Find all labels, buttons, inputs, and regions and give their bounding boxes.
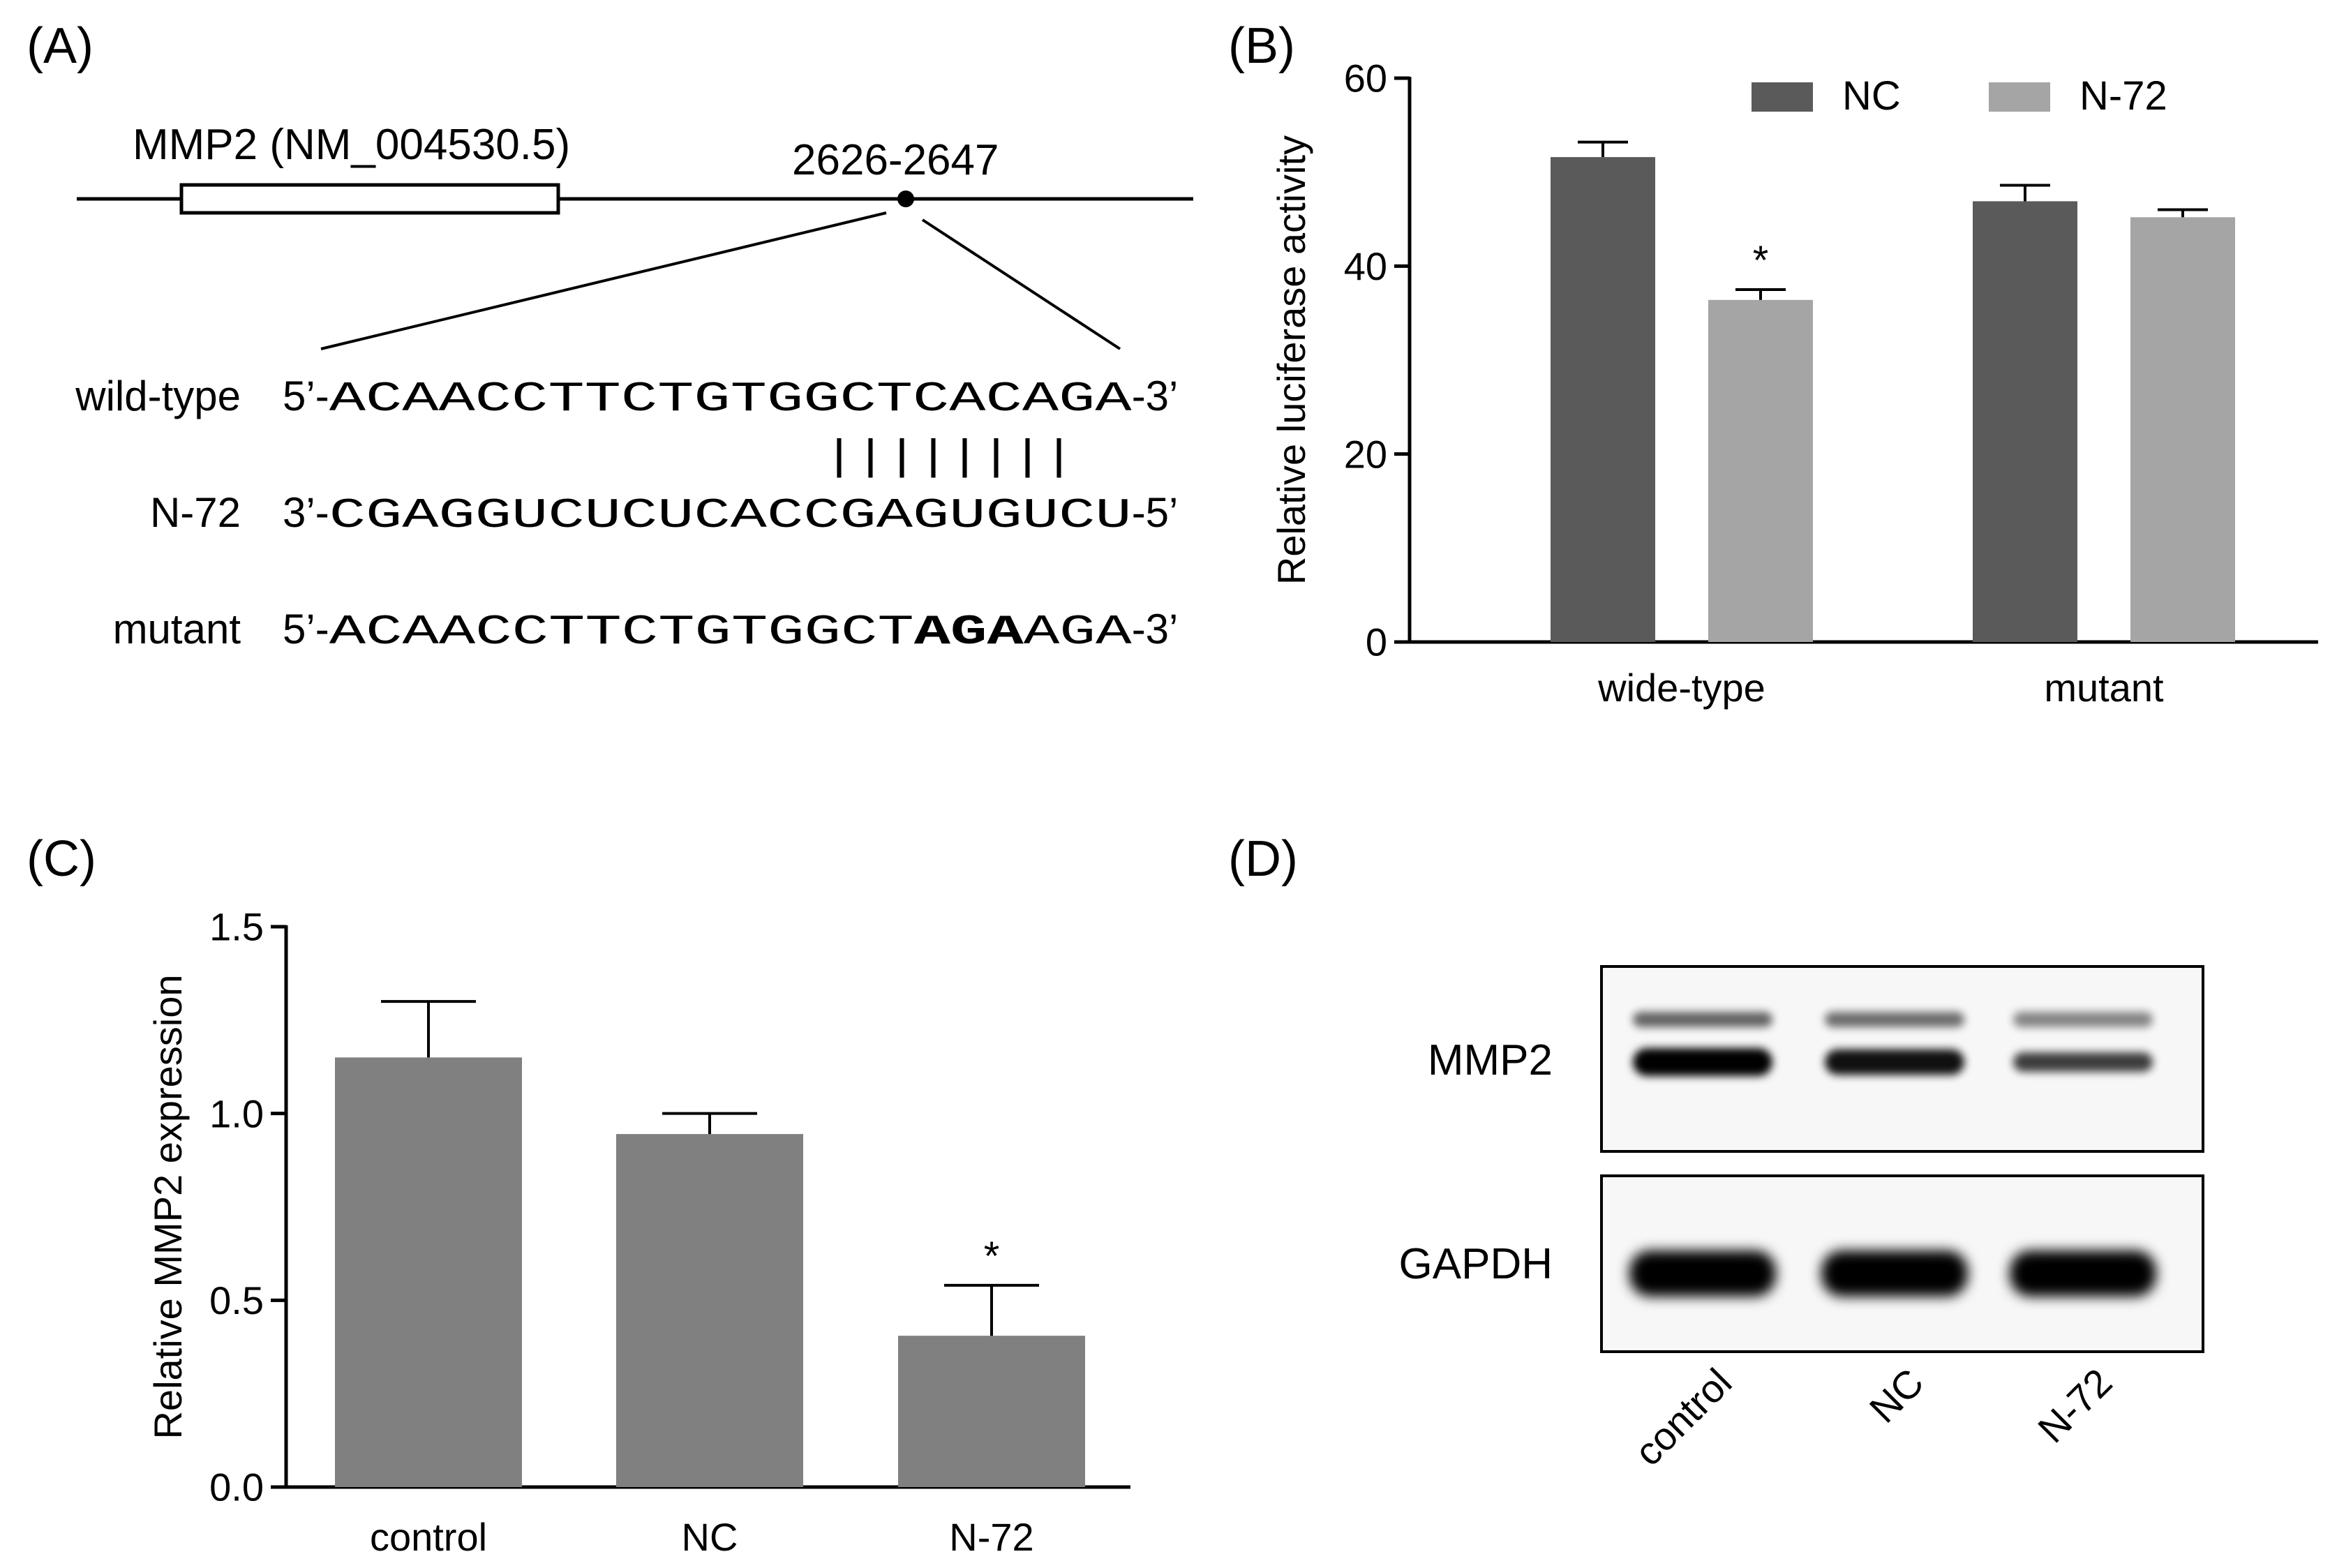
- panel-d-blot: MMP2 GAPDH control NC N-72: [1399, 965, 2204, 1474]
- panel-label-b: (B): [1228, 18, 1295, 74]
- y-tick-label: 0.5: [209, 1278, 264, 1322]
- panel-label-c: (C): [27, 831, 96, 887]
- bar-n-72: [898, 1336, 1085, 1487]
- bar-nc-mutant: [1973, 201, 2077, 642]
- y-tick-label: 20: [1344, 432, 1387, 476]
- bar-nc: [616, 1134, 803, 1487]
- bar-n-72-mutant: [2130, 217, 2235, 643]
- mmp2-upper-band-n-72: [2013, 1012, 2153, 1027]
- mmp2-main-band-control: [1633, 1048, 1772, 1076]
- panel-c-chart: 0.0 0.5 1.0 1.5 Relative MMP2 expression cont…: [146, 905, 1130, 1559]
- x-tick-label-mutant: mutant: [2044, 666, 2164, 710]
- x-tick-label-control: control: [370, 1515, 487, 1559]
- gapdh-band-n-72: [2010, 1250, 2156, 1297]
- bar-nc-wide-type: [1551, 157, 1655, 642]
- mmp2-upper-band-control: [1633, 1012, 1772, 1027]
- row-label-n72: N-72: [150, 489, 241, 536]
- blot-row-label-gapdh: GAPDH: [1399, 1240, 1553, 1288]
- sequence-mutant: 5’-ACAACCTTCTGTGGCTAGAAGA-3’: [283, 606, 1178, 657]
- blot-row-label-mmp2: MMP2: [1428, 1036, 1553, 1084]
- gene-label: MMP2 (NM_004530.5): [133, 121, 570, 169]
- panel-label-a: (A): [27, 18, 94, 74]
- mmp2-main-band-n-72: [2013, 1052, 2153, 1072]
- y-tick-label: 1.5: [209, 905, 264, 949]
- significance-marker: *: [984, 1234, 1000, 1279]
- legend-label-n-72: N-72: [2079, 73, 2167, 119]
- gapdh-band-nc: [1821, 1250, 1968, 1297]
- panel-b-chart: 0 20 40 60 Relative luciferase activity wide-…: [1269, 57, 2318, 710]
- row-label-wild-type: wild-type: [75, 373, 241, 419]
- panel-a-schematic: MMP2 (NM_004530.5) 2626-2647 wild-type 5…: [75, 121, 1193, 657]
- gapdh-band-control: [1629, 1250, 1776, 1297]
- bar-control: [335, 1057, 522, 1487]
- site-label: 2626-2647: [792, 136, 999, 184]
- gene-box: [179, 183, 560, 215]
- y-axis-label: Relative luciferase activity: [1269, 135, 1313, 585]
- bar-n-72-wide-type: [1708, 299, 1813, 642]
- mmp2-main-band-nc: [1825, 1049, 1964, 1075]
- mmp2-upper-band-nc: [1825, 1012, 1964, 1027]
- blot-bands: [1629, 1012, 2156, 1297]
- x-tick-label-nc: NC: [682, 1515, 738, 1559]
- y-tick-label: 40: [1344, 244, 1387, 288]
- sequence-n72: 3’-CGAGGUCUCUCACCGAGUGUCU-5’: [283, 489, 1178, 540]
- legend-swatch-n-72: [1989, 82, 2050, 112]
- target-site-dot: [897, 191, 914, 207]
- lane-label-nc: NC: [1861, 1360, 1932, 1431]
- y-tick-label: 1.0: [209, 1091, 264, 1135]
- zoom-line-left: [320, 211, 887, 350]
- lane-label-control: control: [1626, 1360, 1740, 1474]
- lane-label-n-72: N-72: [2029, 1360, 2120, 1451]
- sequence-wild-type: 5’-ACAACCTTCTGTGGCTCACAGA-3’: [283, 373, 1178, 424]
- y-tick-label: 0: [1366, 620, 1387, 664]
- row-label-mutant: mutant: [113, 606, 241, 652]
- x-tick-label-wide-type: wide-type: [1597, 666, 1765, 710]
- zoom-line-right: [921, 218, 1121, 350]
- y-tick-label: 0.0: [209, 1465, 264, 1509]
- blot-lane-labels: control NC N-72: [1626, 1360, 2120, 1474]
- legend-label-nc: NC: [1842, 73, 1901, 119]
- significance-marker: *: [1753, 238, 1769, 283]
- y-tick-label: 60: [1344, 57, 1387, 100]
- panel-label-d: (D): [1228, 831, 1298, 887]
- pairing-marks: ||||||||: [823, 435, 1075, 482]
- legend-swatch-nc: [1752, 82, 1813, 112]
- x-tick-label-n-72: N-72: [949, 1515, 1033, 1559]
- y-axis-label: Relative MMP2 expression: [146, 974, 190, 1439]
